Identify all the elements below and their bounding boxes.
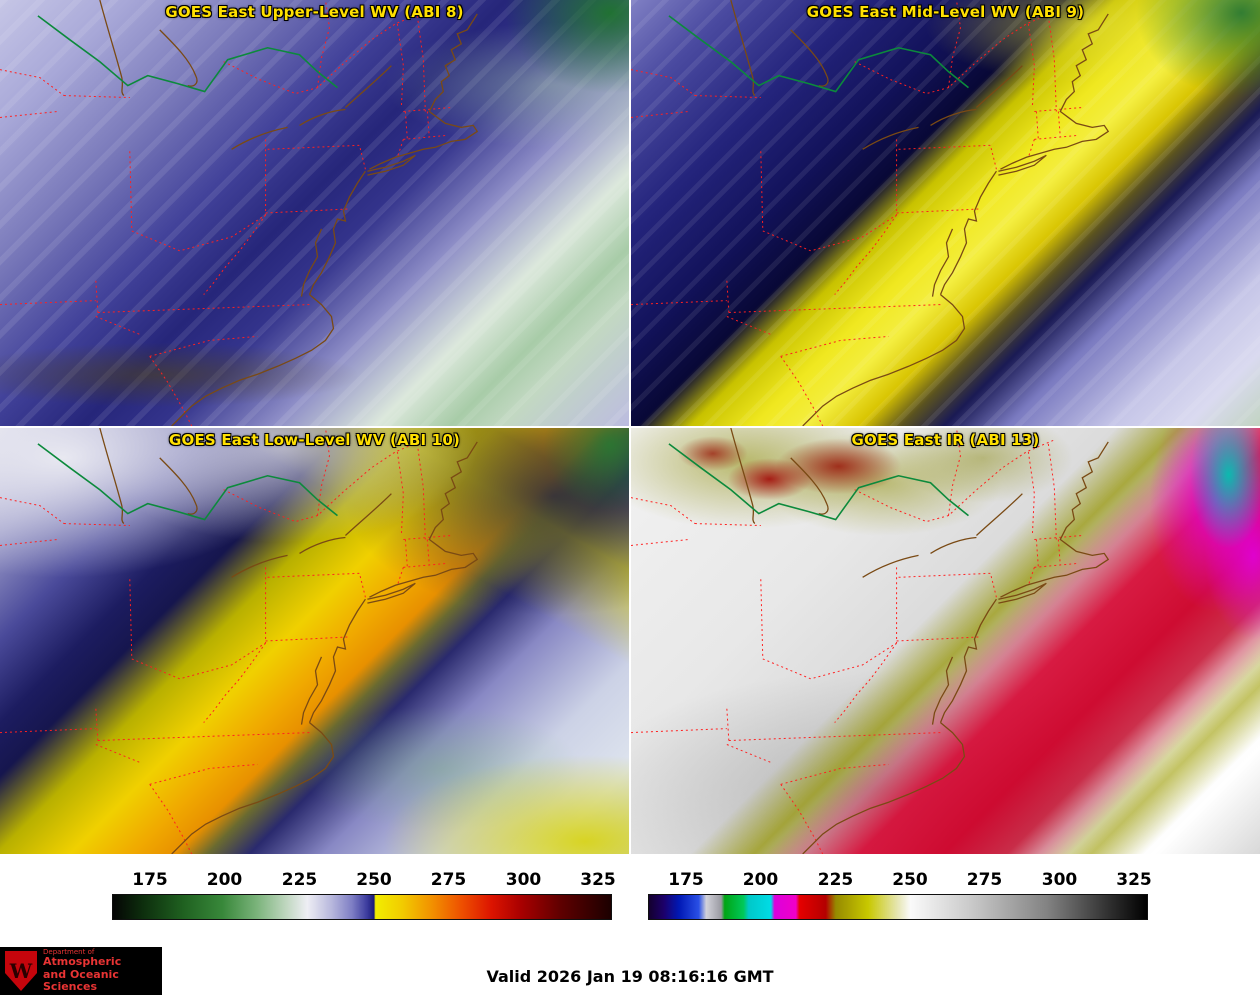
tick-label: 175 xyxy=(132,870,168,890)
logo-atmospheric-line: Atmospheric xyxy=(43,955,122,969)
tick-label: 225 xyxy=(817,870,854,890)
panel-title: GOES East Low-Level WV (ABI 10) xyxy=(168,431,461,449)
ir-colorbar-ticks: 175 200 225 250 275 300 325 xyxy=(648,870,1152,894)
map-overlay xyxy=(631,0,1110,426)
map-overlay xyxy=(631,428,1110,854)
tick-label: 200 xyxy=(742,870,779,890)
tick-label: 325 xyxy=(580,870,616,890)
tick-label: 300 xyxy=(505,870,542,890)
logo-oceanic-line: and Oceanic Sciences xyxy=(43,967,119,994)
map-overlay xyxy=(0,0,479,426)
basemap-use xyxy=(0,0,479,426)
wv-colorbar-ticks: 175 200 225 250 275 300 325 xyxy=(112,870,616,894)
tick-label: 325 xyxy=(1116,870,1152,890)
footer: W Department of Atmospheric and Oceanic … xyxy=(0,940,1260,997)
ir-colorbar: 175 200 225 250 275 300 325 xyxy=(648,870,1152,920)
uw-aos-logo: W Department of Atmospheric and Oceanic … xyxy=(0,947,162,995)
tick-label: 225 xyxy=(281,870,318,890)
panel-title: GOES East Upper-Level WV (ABI 8) xyxy=(165,3,464,21)
valid-time: Valid 2026 Jan 19 08:16:16 GMT xyxy=(486,967,774,986)
ir-colorbar-gradient xyxy=(648,894,1148,920)
tick-label: 275 xyxy=(430,870,467,890)
tick-label: 200 xyxy=(206,870,243,890)
panel-title: GOES East Mid-Level WV (ABI 9) xyxy=(806,3,1085,21)
tick-label: 250 xyxy=(892,870,928,890)
satellite-image-abi13 xyxy=(631,428,1260,854)
map-overlay xyxy=(0,428,479,854)
wv-colorbar: 175 200 225 250 275 300 325 xyxy=(112,870,616,920)
wv-colorbar-gradient xyxy=(112,894,612,920)
logo-department-line: Department of xyxy=(43,947,95,956)
satellite-image-abi8 xyxy=(0,0,629,426)
tick-label: 275 xyxy=(966,870,1003,890)
tick-label: 250 xyxy=(356,870,392,890)
colorbar-section: 175 200 225 250 275 300 325 175 200 225 … xyxy=(0,854,1260,940)
tick-label: 300 xyxy=(1041,870,1078,890)
satellite-image-abi10 xyxy=(0,428,629,854)
panel-ir: GOES East IR (ABI 13) xyxy=(631,428,1260,854)
panel-title: GOES East IR (ABI 13) xyxy=(851,431,1040,449)
panel-low-level-wv: GOES East Low-Level WV (ABI 10) xyxy=(0,428,629,854)
basemap-use xyxy=(631,428,1110,854)
panel-mid-level-wv: GOES East Mid-Level WV (ABI 9) xyxy=(631,0,1260,426)
satellite-image-abi9 xyxy=(631,0,1260,426)
basemap-use xyxy=(0,428,479,854)
panel-upper-level-wv: GOES East Upper-Level WV (ABI 8) xyxy=(0,0,629,426)
basemap-use xyxy=(631,0,1110,426)
crest-letter: W xyxy=(9,959,33,983)
panel-grid: GOES East Upper-Level WV (ABI 8) GOES Ea… xyxy=(0,0,1260,854)
logo-text: Department of Atmospheric and Oceanic Sc… xyxy=(43,947,157,994)
tick-label: 175 xyxy=(668,870,704,890)
